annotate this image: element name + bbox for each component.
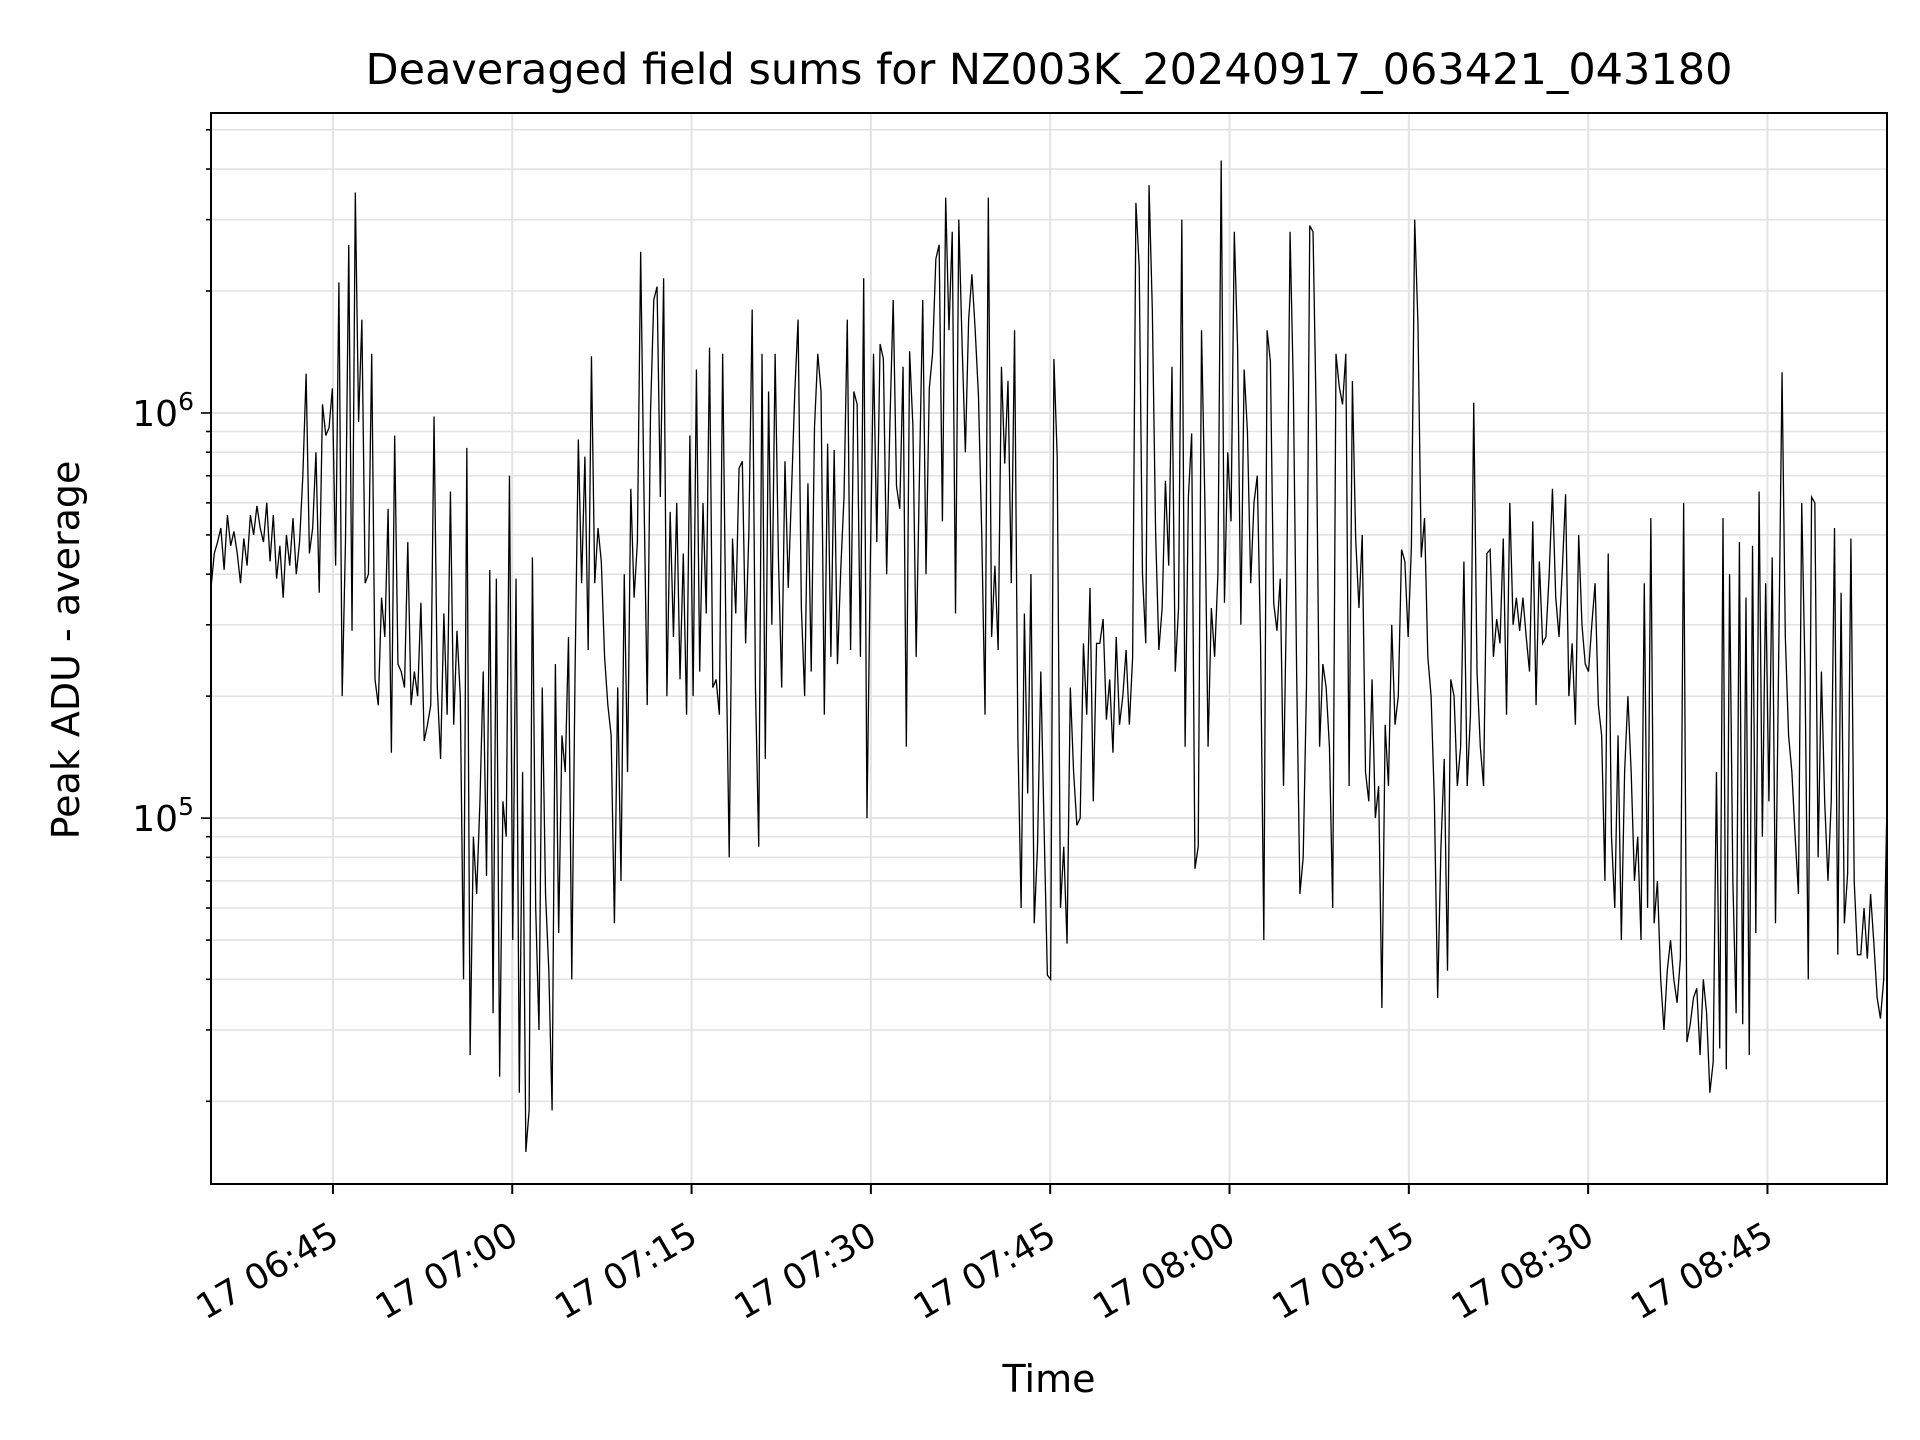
y-tick-base: 10	[132, 394, 178, 435]
y-tick-exponent: 6	[178, 387, 194, 416]
y-tick-label: 106	[132, 387, 194, 435]
plot-frame	[210, 112, 1888, 1185]
x-axis-label: Time	[1002, 1357, 1096, 1401]
y-tick-label: 105	[132, 792, 194, 840]
chart-title: Deaveraged field sums for NZ003K_2024091…	[366, 45, 1733, 95]
series-group	[210, 160, 1888, 1152]
y-tick-base: 10	[132, 799, 178, 840]
y-tick-exponent: 5	[178, 792, 194, 821]
series-line-0	[210, 160, 1888, 1152]
y-axis-label: Peak ADU - average	[44, 461, 88, 840]
